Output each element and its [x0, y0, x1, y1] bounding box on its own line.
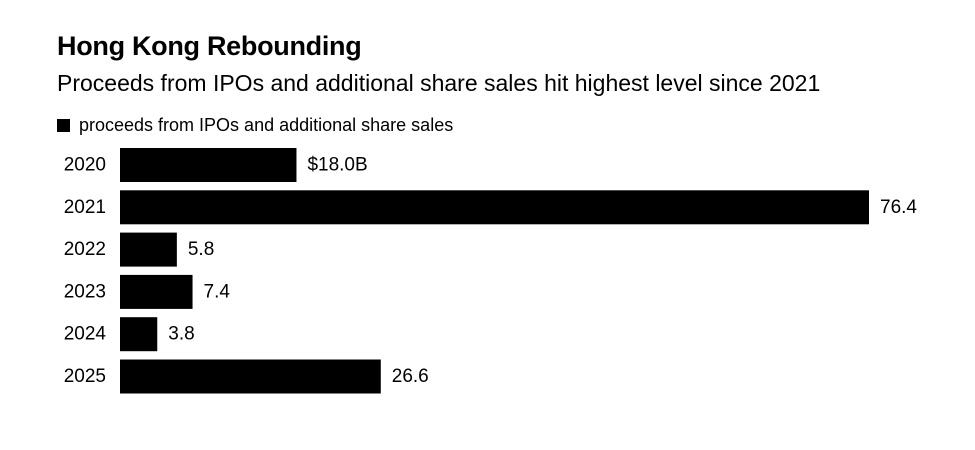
- value-label-2023: 7.4: [204, 281, 231, 302]
- value-label-2024: 3.8: [168, 324, 194, 345]
- bar-2023: [120, 274, 193, 309]
- bar-2024: [120, 317, 158, 352]
- value-label-2022: 5.8: [188, 239, 214, 260]
- chart-title: Hong Kong Rebounding: [57, 31, 362, 61]
- legend: proceeds from IPOs and additional share …: [57, 114, 453, 136]
- bar-2025: [120, 359, 381, 394]
- bar-2020: [120, 148, 297, 182]
- legend-swatch: [57, 118, 70, 132]
- category-label-2021: 2021: [64, 197, 106, 218]
- category-label-2020: 2020: [64, 155, 106, 176]
- value-label-2021: 76.4: [880, 197, 917, 218]
- category-label-2023: 2023: [64, 281, 106, 302]
- value-label-2025: 26.6: [392, 366, 429, 387]
- legend-label: proceeds from IPOs and additional share …: [79, 114, 454, 135]
- category-label-2025: 2025: [64, 366, 106, 387]
- bar-2022: [120, 232, 177, 267]
- bar-2021: [120, 190, 869, 225]
- value-label-2020: $18.0B: [307, 155, 367, 176]
- category-label-2024: 2024: [64, 324, 107, 345]
- category-label-2022: 2022: [64, 239, 106, 260]
- chart-subtitle: Proceeds from IPOs and additional share …: [57, 70, 821, 96]
